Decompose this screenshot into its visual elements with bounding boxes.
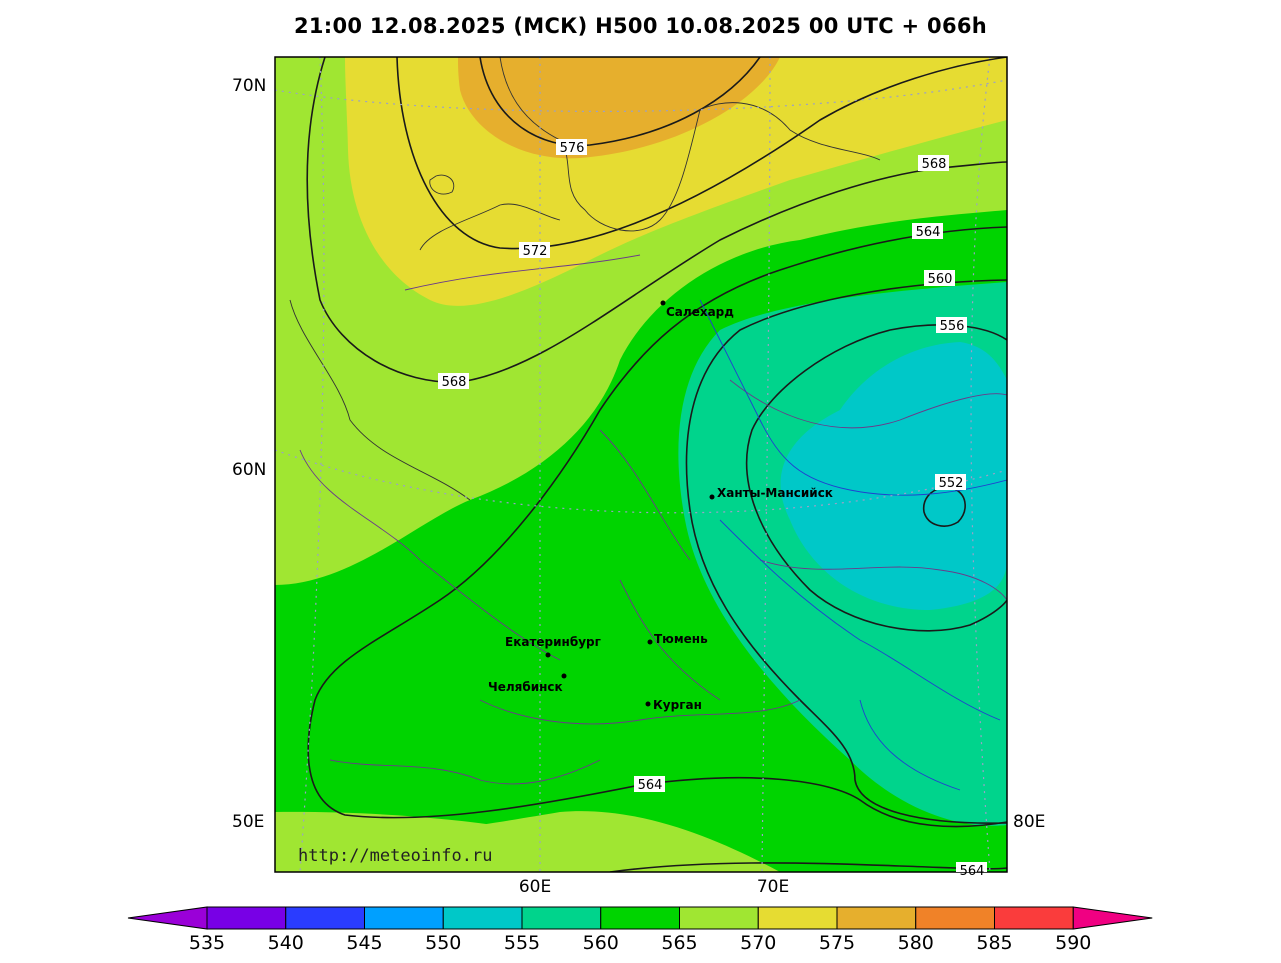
axis-label-70e: 70E xyxy=(757,877,789,897)
colorbar-tick-label: 555 xyxy=(504,932,540,954)
isoline-label-568: 568 xyxy=(922,157,947,172)
colorbar-tick-label: 590 xyxy=(1055,932,1091,954)
axis-label-70n: 70N xyxy=(232,76,266,96)
contour-572 xyxy=(396,57,1007,250)
city-label-salekhard: Салехард xyxy=(666,305,734,319)
graticule xyxy=(275,57,1007,872)
colorbar-tick-label: 535 xyxy=(189,932,225,954)
isoline-label-572: 572 xyxy=(523,244,548,259)
colorbar-swatch xyxy=(600,906,680,930)
map-fields xyxy=(275,57,1007,872)
colorbar-swatch xyxy=(679,906,759,930)
isoline-label-564: 564 xyxy=(916,225,941,240)
colorbar-tick-label: 545 xyxy=(346,932,382,954)
isoline-label-564: 564 xyxy=(638,778,663,793)
colorbar-swatch xyxy=(442,906,523,930)
colorbar-swatch xyxy=(206,906,287,930)
axis-label-80e: 80E xyxy=(1013,812,1045,832)
contour-560 xyxy=(685,279,1007,824)
colorbar-swatch xyxy=(521,906,602,930)
city-marker-kurgan xyxy=(645,701,651,707)
field-565-570-south xyxy=(275,811,780,872)
isoline-label-568: 568 xyxy=(442,375,467,390)
field-575-580 xyxy=(458,57,780,159)
plot-frame xyxy=(274,56,1008,873)
colorbar-tick-label: 585 xyxy=(976,932,1012,954)
contour-556 xyxy=(745,324,1007,632)
colorbar-swatch xyxy=(757,906,838,930)
city-label-khanty-mansiysk: Ханты-Мансийск xyxy=(717,486,833,500)
colorbar-tick-label: 575 xyxy=(819,932,855,954)
isoline-labels: 576 572 568 568 564 560 556 552 564 564 xyxy=(438,139,987,879)
isoline-label-556: 556 xyxy=(940,319,965,334)
city-marker-salekhard xyxy=(660,300,666,306)
colorbar-tick-label: 550 xyxy=(425,932,461,954)
contour-576 xyxy=(479,57,761,147)
isoline-label-564: 564 xyxy=(960,864,985,879)
city-marker-ekaterinburg xyxy=(545,652,551,658)
city-label-ekaterinburg: Екатеринбург xyxy=(505,635,601,649)
colorbar-tick-label: 560 xyxy=(583,932,619,954)
city-label-tyumen: Тюмень xyxy=(654,632,708,646)
map-title: 21:00 12.08.2025 (МСК) H500 10.08.2025 0… xyxy=(293,14,988,38)
colorbar-swatch xyxy=(285,906,365,930)
field-550-555 xyxy=(780,342,1007,610)
axis-label-50e: 50E xyxy=(232,812,264,832)
colorbar-swatch xyxy=(364,906,444,930)
isoline-label-552: 552 xyxy=(939,476,964,491)
contour-568-west xyxy=(306,57,1007,383)
colorbar-tick-label: 570 xyxy=(740,932,776,954)
colorbar-tick-label: 565 xyxy=(661,932,697,954)
isoline-label-560: 560 xyxy=(928,272,953,287)
cities: Салехард Ханты-Мансийск Екатеринбург Тюм… xyxy=(488,300,833,712)
colorbar-arrow-high xyxy=(1072,906,1153,930)
colorbar-swatch xyxy=(836,906,917,930)
axis-label-60n: 60N xyxy=(232,460,266,480)
city-marker-tyumen xyxy=(647,639,653,645)
city-label-chelyabinsk: Челябинск xyxy=(488,680,563,694)
colorbar-swatch xyxy=(994,906,1074,930)
isoline-label-576: 576 xyxy=(560,141,585,156)
contour-564 xyxy=(307,226,1007,828)
admin-borders xyxy=(299,254,1007,785)
colorbar-tick-label: 540 xyxy=(268,932,304,954)
watermark-url: http://meteoinfo.ru xyxy=(298,846,492,866)
colorbar-arrow-low xyxy=(127,906,208,930)
city-marker-khanty-mansiysk xyxy=(709,494,715,500)
colorbar-tick-label: 580 xyxy=(898,932,934,954)
colorbar-swatch xyxy=(915,906,995,930)
colorbar: 535 540 545 550 555 560 565 570 575 580 585 590 xyxy=(127,906,1153,954)
city-label-kurgan: Курган xyxy=(653,698,702,712)
axis-label-60e: 60E xyxy=(519,877,551,897)
rivers xyxy=(699,299,1007,791)
city-marker-chelyabinsk xyxy=(561,673,567,679)
